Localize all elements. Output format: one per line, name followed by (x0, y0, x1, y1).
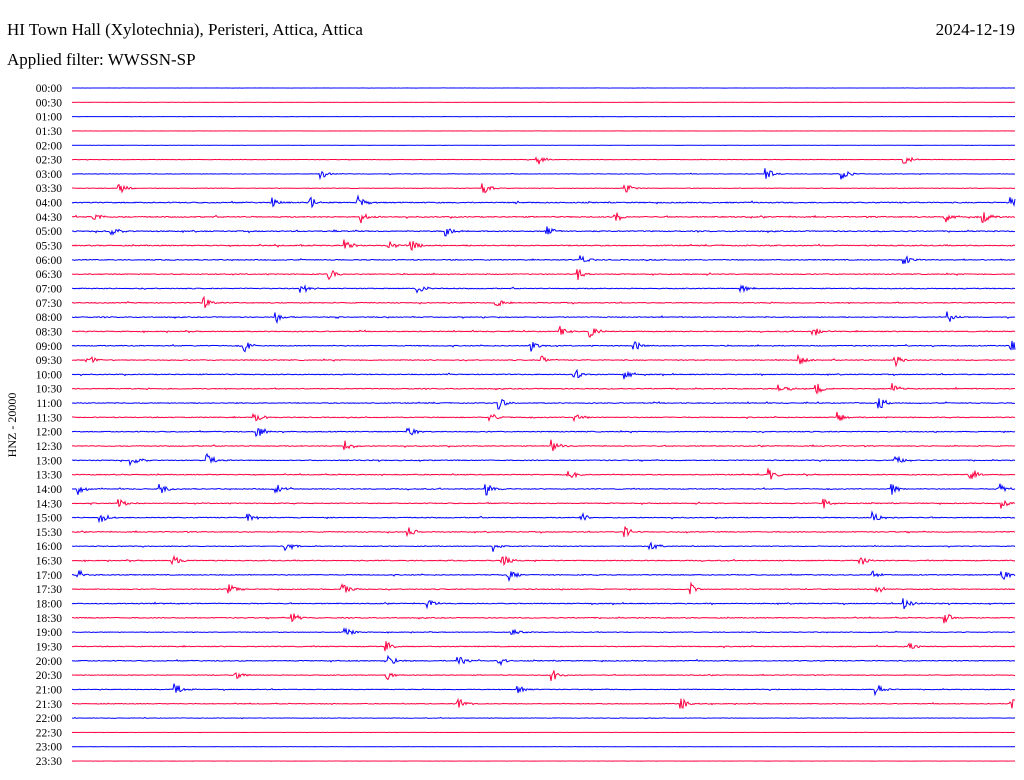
time-tick-label: 00:00 (36, 83, 62, 95)
time-tick-label: 04:00 (36, 198, 62, 210)
time-tick-label: 11:00 (36, 398, 62, 410)
time-tick-label: 02:00 (36, 140, 62, 152)
seismic-trace-0430 (71, 212, 1016, 224)
time-tick-label: 13:00 (36, 455, 62, 467)
time-tick-label: 02:30 (36, 155, 62, 167)
seismic-trace-1400 (71, 483, 1016, 496)
time-tick-label: 08:30 (36, 326, 62, 338)
seismic-trace-1200 (71, 427, 1016, 438)
seismic-trace-0330 (71, 183, 1016, 194)
seismic-trace-1930 (71, 641, 1016, 652)
time-tick-label: 05:00 (36, 226, 62, 238)
seismic-trace-1830 (71, 613, 1016, 624)
time-tick-label: 19:00 (36, 627, 62, 639)
time-tick-label: 11:30 (36, 412, 62, 424)
seismic-trace-1700 (71, 569, 1016, 582)
filter-label: Applied filter: WWSSN-SP (7, 50, 196, 69)
seismic-trace-2100 (71, 683, 1016, 697)
time-tick-label: 00:30 (36, 97, 62, 109)
time-tick-label: 16:00 (36, 541, 62, 553)
time-tick-label: 14:30 (36, 498, 62, 510)
time-tick-label: 08:00 (36, 312, 62, 324)
time-tick-label: 05:30 (36, 241, 62, 253)
time-tick-label: 14:00 (36, 484, 62, 496)
seismic-trace-0800 (71, 311, 1016, 325)
time-tick-label: 12:30 (36, 441, 62, 453)
seismic-trace-0930 (71, 353, 1016, 368)
time-tick-label: 01:30 (36, 126, 62, 138)
seismic-trace-0230 (71, 156, 1016, 165)
seismic-trace-1630 (71, 554, 1016, 567)
seismic-trace-2130 (71, 697, 1016, 709)
time-tick-label: 03:00 (36, 169, 62, 181)
seismic-trace-1100 (71, 398, 1016, 410)
time-tick-label: 15:00 (36, 513, 62, 525)
time-tick-label: 09:00 (36, 341, 62, 353)
seismic-trace-0400 (71, 194, 1016, 209)
seismic-trace-0600 (71, 255, 1016, 265)
seismic-trace-1030 (71, 383, 1016, 395)
seismic-trace-0730 (71, 295, 1016, 309)
time-tick-label: 23:00 (36, 742, 62, 754)
seismic-trace-1130 (71, 411, 1016, 423)
plot-date: 2024-12-19 (935, 20, 1015, 39)
time-tick-label: 17:00 (36, 570, 62, 582)
time-tick-label: 09:30 (36, 355, 62, 367)
seismic-trace-1300 (71, 453, 1016, 467)
time-tick-label: 20:30 (36, 670, 62, 682)
seismic-trace-1330 (71, 468, 1016, 480)
seismic-trace-1600 (71, 541, 1016, 552)
y-axis-label: HNZ - 20000 (5, 393, 19, 458)
seismic-trace-2200 (71, 716, 1016, 720)
time-tick-label: 22:00 (36, 713, 62, 725)
seismic-trace-0900 (71, 340, 1016, 353)
time-tick-label: 10:30 (36, 384, 62, 396)
seismic-trace-1800 (71, 598, 1016, 610)
time-tick-label: 23:30 (36, 756, 62, 768)
time-tick-label: 18:30 (36, 613, 62, 625)
seismic-trace-0630 (71, 268, 1016, 281)
seismic-trace-1900 (71, 627, 1016, 636)
seismic-trace-1530 (71, 526, 1016, 538)
time-tick-label: 13:30 (36, 470, 62, 482)
time-tick-label: 06:30 (36, 269, 62, 281)
time-tick-label: 15:30 (36, 527, 62, 539)
seismic-trace-2030 (71, 670, 1016, 681)
time-tick-label: 10:00 (36, 369, 62, 381)
time-tick-label: 21:00 (36, 684, 62, 696)
time-tick-label: 01:00 (36, 112, 62, 124)
seismic-trace-1730 (71, 581, 1016, 595)
seismic-trace-1430 (71, 498, 1016, 509)
station-title: HI Town Hall (Xylotechnia), Peristeri, A… (7, 20, 363, 39)
time-tick-label: 07:30 (36, 298, 62, 310)
seismic-trace-1500 (71, 510, 1016, 524)
seismic-trace-1230 (71, 439, 1016, 452)
time-tick-label: 16:30 (36, 556, 62, 568)
time-tick-label: 12:00 (36, 427, 62, 439)
time-tick-label: 07:00 (36, 283, 62, 295)
time-tick-label: 06:00 (36, 255, 62, 267)
seismic-trace-0830 (71, 325, 1016, 339)
seismic-trace-0530 (71, 239, 1016, 251)
time-tick-label: 20:00 (36, 656, 62, 668)
seismic-trace-0500 (71, 226, 1016, 237)
seismic-trace-0700 (71, 284, 1016, 294)
time-tick-label: 22:30 (36, 727, 62, 739)
time-tick-label: 18:00 (36, 599, 62, 611)
seismic-trace-0300 (71, 168, 1016, 181)
time-tick-label: 04:30 (36, 212, 62, 224)
time-tick-label: 17:30 (36, 584, 62, 596)
seismic-trace-1000 (71, 368, 1016, 380)
time-tick-label: 21:30 (36, 699, 62, 711)
seismic-trace-2000 (71, 654, 1016, 667)
time-tick-label: 03:30 (36, 183, 62, 195)
time-tick-label: 19:30 (36, 641, 62, 653)
